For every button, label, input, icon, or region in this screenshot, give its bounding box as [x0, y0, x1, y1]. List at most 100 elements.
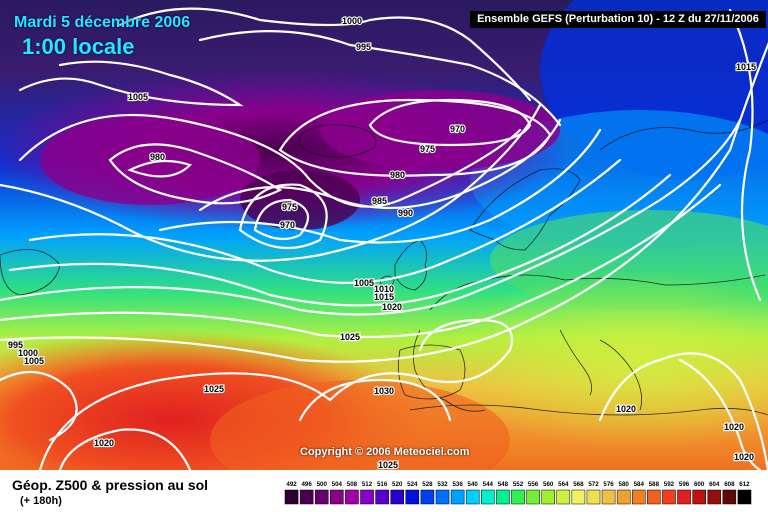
- scale-value-label: 528: [422, 481, 433, 488]
- scale-color-swatch: [707, 489, 722, 505]
- scale-value-label: 560: [543, 481, 554, 488]
- scale-color-swatch: [556, 489, 571, 505]
- pressure-label: 995: [356, 42, 371, 52]
- scale-value-label: 576: [603, 481, 614, 488]
- scale-color-swatch: [647, 489, 661, 505]
- pressure-label: 975: [420, 144, 435, 154]
- scale-color-swatch: [360, 489, 374, 505]
- isobar-1030-high: [298, 378, 452, 422]
- isobar-975-south: [238, 183, 328, 250]
- scale-value-label: 584: [634, 481, 645, 488]
- coast-iceland: [298, 124, 377, 158]
- scale-value-label: 572: [588, 481, 599, 488]
- scale-color-swatch: [631, 489, 646, 505]
- pressure-label: 1025: [378, 460, 398, 470]
- pressure-label: 1005: [24, 356, 44, 366]
- isobar-985: [198, 118, 562, 212]
- scale-color-swatch: [601, 489, 616, 505]
- scale-color-swatch: [390, 489, 405, 505]
- isobar-ring-b: [8, 173, 672, 307]
- isobar-1000-north: [118, 7, 532, 102]
- scale-value-label: 552: [513, 481, 524, 488]
- scale-color-swatch: [616, 489, 631, 505]
- scale-color-swatch: [435, 489, 450, 505]
- scale-value-label: 512: [362, 481, 373, 488]
- pressure-label: 1000: [342, 16, 362, 26]
- scale-value-label: 556: [528, 481, 539, 488]
- scale-color-swatch: [420, 489, 435, 505]
- coast-iberia: [397, 344, 466, 400]
- scale-value-label: 548: [498, 481, 509, 488]
- scale-color-swatch: [284, 489, 299, 505]
- scale-color-swatch: [722, 489, 737, 505]
- pressure-label: 1025: [340, 332, 360, 342]
- geopotential-map: 1000995100598097097598098599097597010151…: [0, 0, 768, 470]
- isobar-970-south: [253, 198, 310, 241]
- coastlines: [0, 119, 768, 416]
- coast-northeast: [599, 119, 768, 151]
- isobar-1010: [0, 183, 722, 339]
- isobar-970-core: [368, 98, 532, 147]
- scale-value-label: 612: [739, 481, 750, 488]
- scale-color-swatch: [496, 489, 510, 505]
- pressure-label: 1020: [734, 452, 754, 462]
- isobar-980-inner: [127, 159, 193, 178]
- pressure-label: 985: [372, 196, 387, 206]
- scale-value-label: 604: [709, 481, 720, 488]
- pressure-label: 1010: [374, 284, 394, 294]
- scale-value-label: 588: [649, 481, 660, 488]
- pressure-label: 970: [450, 124, 465, 134]
- isobar-980-west: [108, 143, 283, 205]
- pressure-label: 980: [390, 170, 405, 180]
- coast-greenland: [0, 249, 61, 296]
- isobar-low-2: [18, 114, 522, 208]
- scale-value-label: 492: [286, 481, 297, 488]
- pressure-label: 1020: [616, 404, 636, 414]
- pressure-label: 1005: [128, 92, 148, 102]
- scale-value-label: 516: [377, 481, 388, 488]
- scale-value-label: 496: [301, 481, 312, 488]
- scale-color-swatch: [541, 489, 555, 505]
- scale-color-swatch: [586, 489, 601, 505]
- scale-color-swatch: [511, 489, 525, 505]
- scale-color-swatch: [299, 489, 314, 505]
- pressure-label: 990: [398, 208, 413, 218]
- pressure-label: 1020: [94, 438, 114, 448]
- field-yellow-east: [440, 270, 768, 450]
- isobar-1020-south: [58, 428, 192, 470]
- model-run-header: Ensemble GEFS (Perturbation 10) - 12 Z d…: [470, 11, 766, 28]
- scale-value-label: 568: [573, 481, 584, 488]
- pressure-label: 1025: [204, 384, 224, 394]
- pressure-label: 995: [8, 340, 23, 350]
- scale-value-label: 504: [332, 481, 343, 488]
- isobar-1020-east: [598, 352, 768, 470]
- scale-value-label: 540: [468, 481, 479, 488]
- forecast-date: Mardi 5 décembre 2006: [14, 14, 191, 31]
- scale-color-swatch: [405, 489, 420, 505]
- field-purple-core: [320, 90, 560, 170]
- scale-value-label: 580: [619, 481, 630, 488]
- isobar-1005-west: [18, 60, 244, 107]
- scale-value-label: 596: [679, 481, 690, 488]
- chart-footer: Géop. Z500 & pression au sol (+ 180h) 49…: [0, 470, 768, 512]
- scale-value-label: 600: [694, 481, 705, 488]
- coast-balkans: [599, 339, 643, 411]
- scale-color-swatch: [465, 489, 480, 505]
- scale-color-swatch: [692, 489, 706, 505]
- pressure-label: 1015: [374, 292, 394, 302]
- scale-value-label: 532: [437, 481, 448, 488]
- scale-color-swatch: [481, 489, 495, 505]
- isobar-995-north: [198, 30, 562, 127]
- coast-italy: [559, 329, 593, 396]
- scale-color-swatch: [662, 489, 676, 505]
- pressure-label: 980: [150, 152, 165, 162]
- isobar-1025-high: [38, 318, 513, 470]
- isobars: [0, 7, 768, 470]
- isobar-990: [158, 128, 602, 244]
- pressure-label: 975: [282, 202, 297, 212]
- scale-value-label: 508: [347, 481, 358, 488]
- scale-value-label: 520: [392, 481, 403, 488]
- pressure-label: 1020: [724, 422, 744, 432]
- scale-value-label: 524: [407, 481, 418, 488]
